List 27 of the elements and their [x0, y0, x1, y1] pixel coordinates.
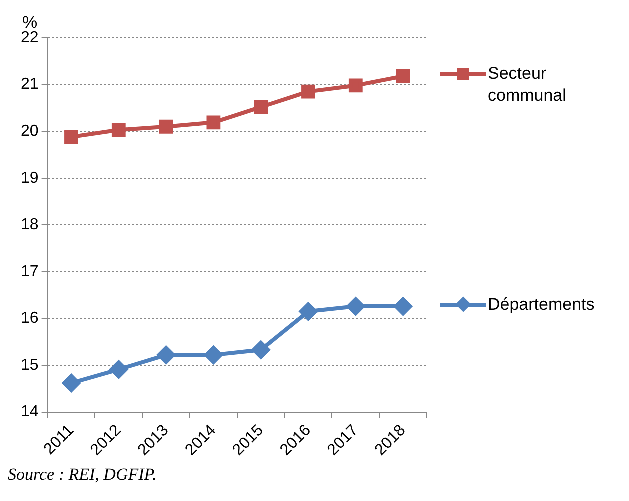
point: [254, 100, 268, 114]
point: [159, 120, 174, 134]
point: [348, 78, 363, 93]
point: [396, 69, 410, 84]
point: [62, 374, 80, 392]
y-tick-label: 21: [21, 76, 39, 94]
point: [110, 360, 128, 379]
point: [346, 298, 365, 316]
legend-label: Secteur communal: [488, 63, 568, 108]
point: [206, 116, 221, 130]
y-tick-label: 16: [21, 310, 39, 328]
point: [394, 298, 412, 316]
legend-label: Départements: [488, 294, 595, 316]
y-tick-label: 19: [21, 170, 39, 187]
point: [157, 346, 176, 364]
y-tick-label: 20: [21, 122, 39, 140]
y-tick-label: 17: [21, 263, 39, 280]
point: [252, 341, 270, 360]
y-tick-label: 18: [21, 216, 39, 234]
point: [112, 123, 126, 138]
point: [64, 130, 78, 144]
point: [300, 302, 318, 321]
source-note: Source : REI, DGFIP.: [8, 465, 158, 485]
y-tick-label: 15: [21, 356, 39, 374]
point: [204, 346, 223, 364]
y-tick-label: 14: [21, 404, 39, 421]
point: [302, 84, 316, 99]
